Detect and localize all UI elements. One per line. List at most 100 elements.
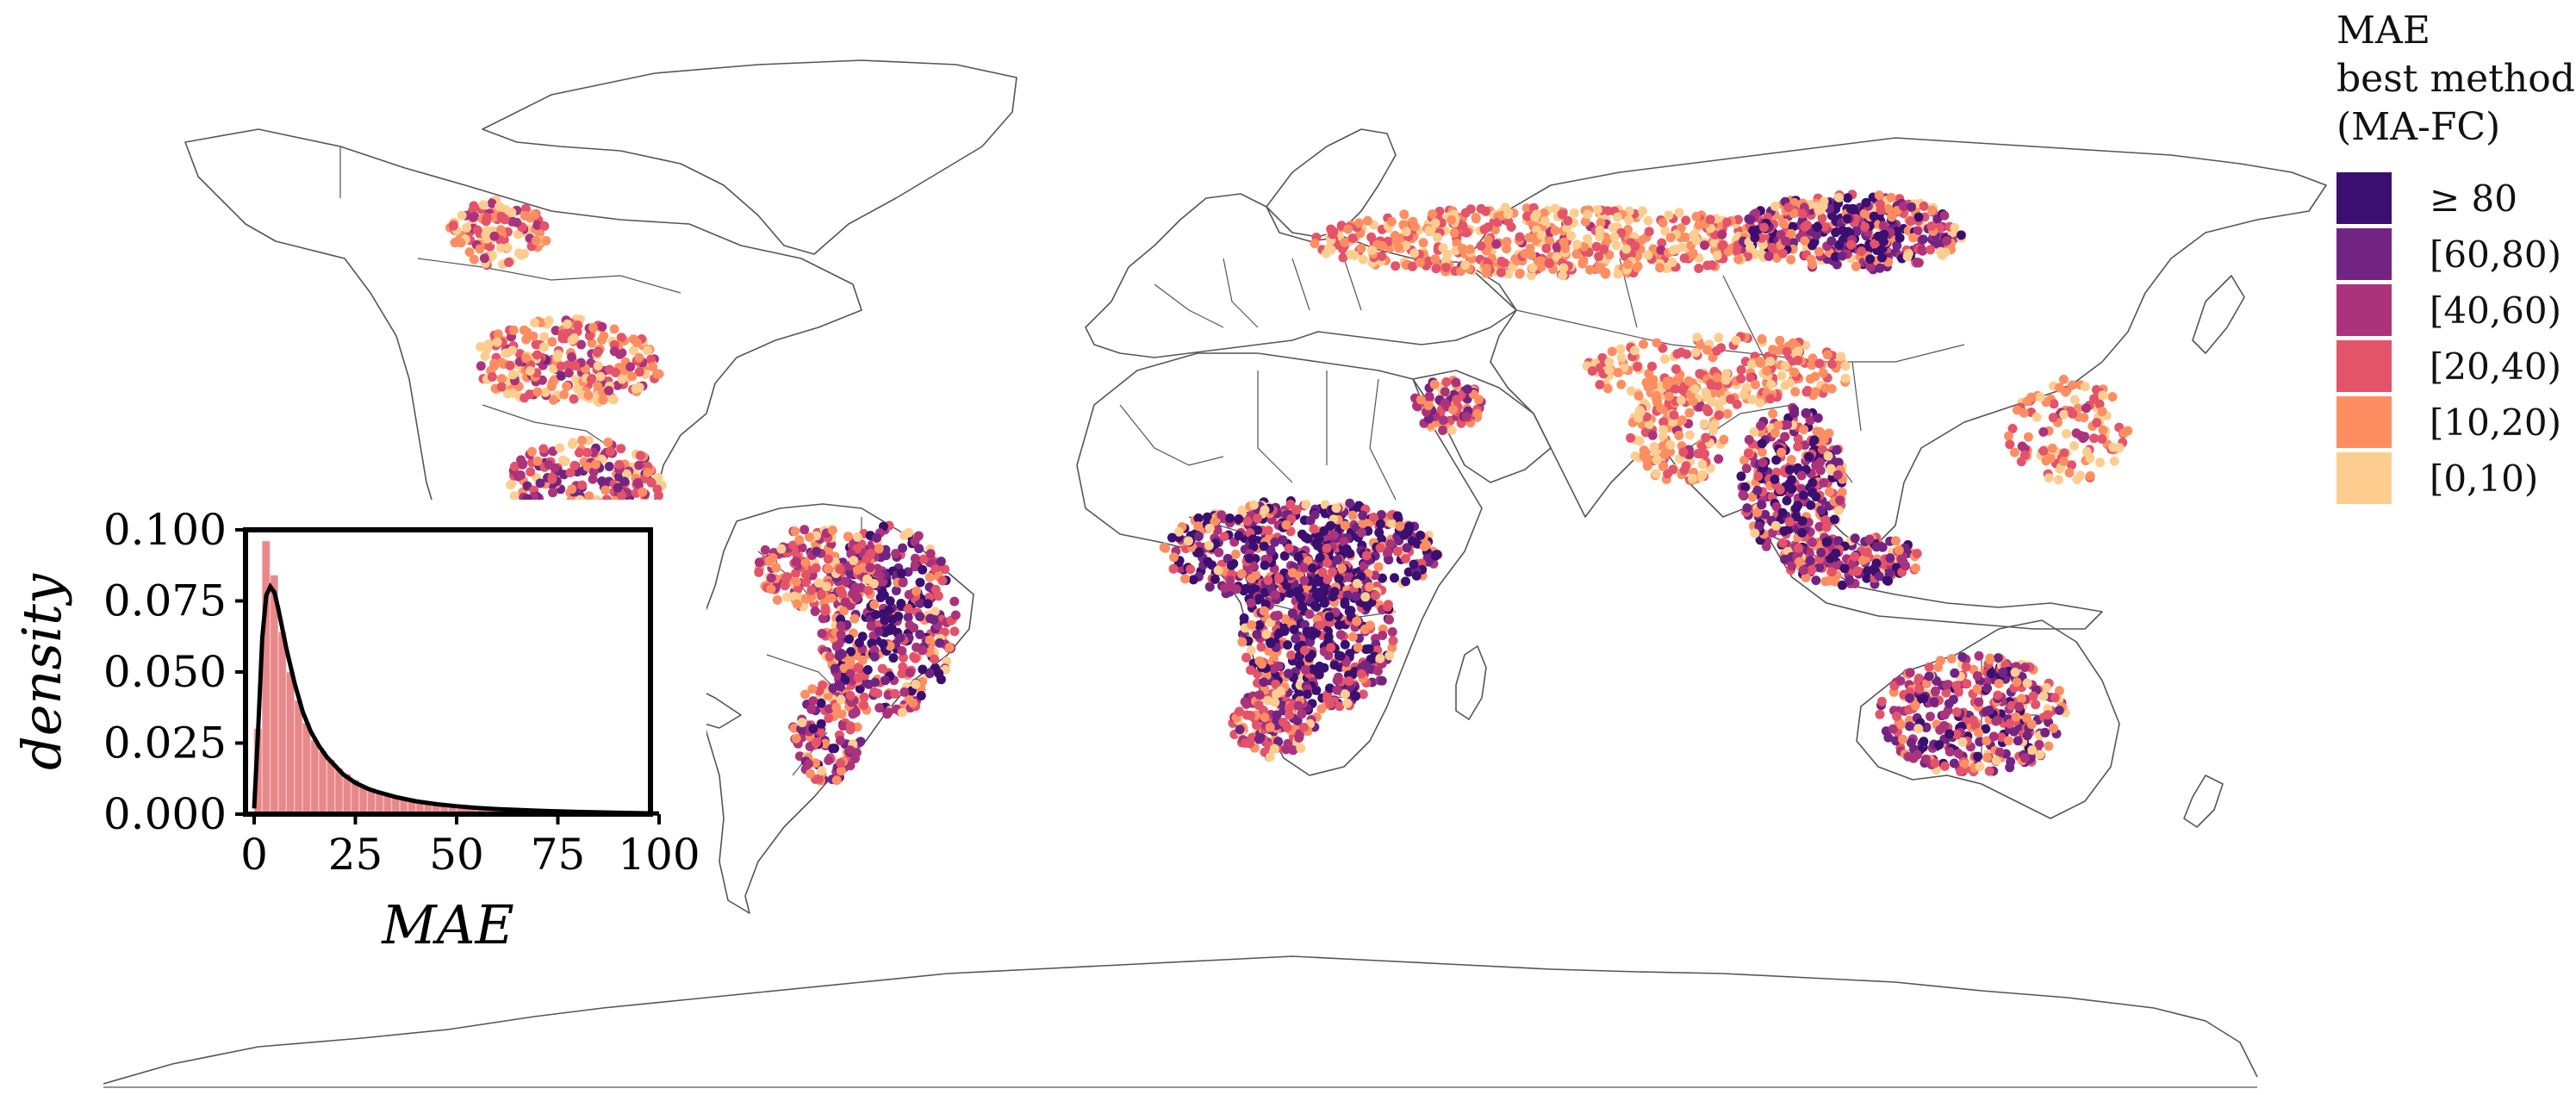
- hexbin-cell: [1335, 630, 1346, 640]
- hexbin-cell: [1319, 663, 1329, 673]
- hexbin-cell: [1515, 232, 1525, 242]
- hexbin-cell: [1771, 501, 1782, 512]
- hexbin-cell: [604, 386, 614, 395]
- hexbin-cell: [1757, 447, 1767, 457]
- hexbin-cell: [1808, 538, 1818, 547]
- hexbin-cell: [812, 546, 822, 557]
- asia-outline: [1464, 137, 2327, 552]
- hexbin-cell: [1226, 560, 1236, 570]
- hexbin-cell: [2098, 425, 2108, 435]
- hexbin-cell: [1331, 503, 1341, 513]
- hexbin-cell: [1712, 251, 1722, 261]
- hexbin-cell: [2049, 399, 2059, 409]
- canada-us-border: [339, 146, 681, 294]
- hexbin-cell: [1674, 208, 1684, 218]
- hexbin-cell: [567, 484, 577, 495]
- hexbin-cell: [2049, 723, 2058, 733]
- australia-outline: [1856, 619, 2120, 819]
- hexbin-cell: [1604, 365, 1615, 376]
- hexbin-cell: [1557, 209, 1567, 220]
- hexbin-cell: [571, 375, 581, 385]
- hexbin-cell: [852, 532, 862, 542]
- hexbin-cell: [1874, 571, 1884, 582]
- hexbin-cell: [1672, 375, 1682, 385]
- hexbin-cell: [1401, 240, 1411, 251]
- hexbin-cell: [1594, 252, 1604, 262]
- hexbin-cell: [2031, 700, 2041, 710]
- hexbin-cell: [1595, 380, 1605, 389]
- hexbin-cell: [1838, 226, 1848, 236]
- hexbin-cell: [1402, 543, 1412, 553]
- hexbin-cell: [1747, 359, 1757, 370]
- legend-title-line: MAE: [2336, 9, 2430, 53]
- hexbin-cell: [1837, 580, 1847, 590]
- hexbin-cell: [1491, 239, 1502, 249]
- hexbin-cell: [1451, 377, 1461, 388]
- hexbin-cell: [885, 596, 895, 607]
- hexbin-cell: [492, 337, 502, 347]
- hexbin-cell: [1465, 244, 1475, 254]
- hexbin-cell: [1366, 232, 1377, 242]
- hexbin-cell: [2007, 700, 2017, 711]
- hexbin-cell: [1950, 222, 1960, 233]
- hexbin-cell: [1738, 489, 1748, 500]
- hexbin-cell: [1387, 643, 1397, 653]
- y-axis-label: density: [10, 573, 73, 770]
- hexbin-cell: [2019, 663, 2030, 673]
- hexbin-cell: [1845, 575, 1855, 586]
- hexbin-cell: [1888, 724, 1898, 734]
- legend-swatch: [2336, 396, 2392, 448]
- hexbin-cell: [1873, 231, 1883, 241]
- hexbin-cell: [1998, 667, 2008, 677]
- hexbin-cell: [1376, 510, 1386, 520]
- hexbin-cell: [1722, 408, 1733, 419]
- hexbin-cell: [1652, 393, 1662, 403]
- hexbin-cell: [1526, 271, 1536, 281]
- hexbin-cell: [1709, 238, 1720, 248]
- hexbin-cell: [546, 382, 557, 392]
- hexbin-cell: [845, 721, 856, 731]
- hexbin-cell: [1407, 536, 1417, 546]
- hexbin-cell: [1344, 676, 1354, 687]
- hexbin-cell: [1801, 572, 1811, 582]
- hexbin-cell: [586, 375, 596, 384]
- hexbin-cell: [903, 612, 913, 622]
- hexbin-cell: [1333, 554, 1343, 564]
- hexbin-cell: [1742, 503, 1752, 513]
- hexbin-cell: [1353, 218, 1364, 228]
- hexbin-cell: [1736, 374, 1746, 384]
- hexbin-cell: [816, 589, 826, 600]
- hexbin-cell: [1552, 252, 1562, 262]
- hexbin-cell: [531, 235, 541, 246]
- hexbin-cell: [1242, 516, 1253, 526]
- hexbin-cell: [897, 669, 907, 679]
- hexbin-cell: [588, 474, 598, 484]
- hexbin-cell: [1810, 371, 1820, 382]
- hexbin-cell: [634, 352, 644, 363]
- hexbin-cell: [1246, 665, 1255, 675]
- hexbin-cell: [520, 203, 531, 214]
- hexbin-cell: [1352, 616, 1362, 626]
- hexbin-cell: [1832, 445, 1842, 455]
- hexbin-cell: [597, 476, 607, 486]
- hexbin-cell: [1193, 521, 1204, 532]
- hexbin-cell: [897, 645, 907, 656]
- hexbin-cell: [823, 554, 833, 564]
- hexbin-cell: [912, 586, 922, 596]
- hexbin-cell: [1783, 202, 1794, 213]
- hexbin-cell: [1944, 747, 1955, 757]
- x-axis-label: MAE: [381, 893, 514, 956]
- hexbin-cell: [1310, 600, 1320, 611]
- hexbin-cell: [1251, 720, 1261, 731]
- hexbin-cell: [1329, 587, 1340, 597]
- hexbin-cell: [569, 394, 579, 404]
- hexbin-cell: [457, 210, 467, 221]
- hexbin-cell: [1942, 680, 1952, 690]
- hexbin-cell: [1827, 359, 1837, 370]
- hexbin-cell: [544, 315, 554, 326]
- hexbin-cell: [853, 663, 863, 674]
- hexbin-cell: [1709, 419, 1720, 429]
- hexbin-cell: [1740, 482, 1751, 492]
- hexbin-cell: [1857, 246, 1866, 257]
- hexbin-cell: [1592, 205, 1602, 215]
